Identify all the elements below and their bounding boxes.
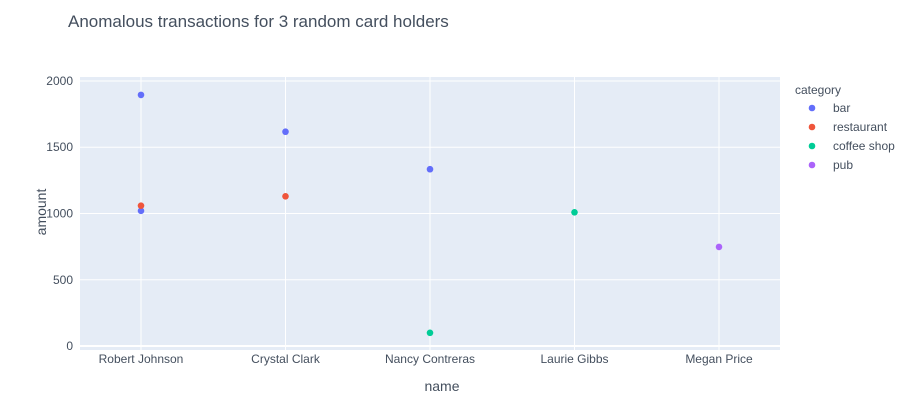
- x-tick-label: Laurie Gibbs: [540, 352, 608, 366]
- legend-marker: [808, 161, 816, 169]
- legend-items: bar restaurant coffee shop pub: [808, 101, 895, 172]
- legend-label[interactable]: restaurant: [833, 120, 888, 134]
- chart-title: Anomalous transactions for 3 random card…: [68, 12, 449, 31]
- data-point-bar[interactable]: [137, 91, 145, 99]
- data-point-bar[interactable]: [137, 207, 145, 215]
- y-tick-label: 1500: [46, 140, 73, 154]
- x-tick-label: Crystal Clark: [251, 352, 321, 366]
- data-points: [137, 91, 723, 337]
- x-axis-title: name: [424, 378, 459, 394]
- data-point-restaurant[interactable]: [282, 192, 289, 200]
- legend-marker: [808, 123, 816, 131]
- y-tick-label: 0: [66, 339, 73, 353]
- legend-label[interactable]: coffee shop: [833, 139, 895, 153]
- data-point-coffee-shop[interactable]: [426, 329, 434, 337]
- x-tick-label: Robert Johnson: [99, 352, 184, 366]
- legend-label[interactable]: pub: [833, 158, 853, 172]
- legend: category bar restaurant coffee shop pub: [795, 83, 895, 172]
- data-point-coffee-shop[interactable]: [571, 209, 578, 216]
- data-point-restaurant[interactable]: [137, 202, 145, 209]
- x-tick-label: Megan Price: [685, 352, 753, 366]
- y-tick-label: 500: [53, 273, 73, 287]
- grid-lines: [80, 77, 780, 350]
- y-axis-ticks: 0 500 1000 1500 2000: [46, 74, 73, 353]
- legend-marker: [808, 142, 816, 150]
- data-point-bar[interactable]: [282, 128, 289, 136]
- data-point-bar[interactable]: [426, 165, 434, 173]
- legend-marker: [808, 104, 816, 112]
- y-axis-title: amount: [33, 189, 49, 236]
- x-tick-label: Nancy Contreras: [385, 352, 475, 366]
- y-tick-label: 2000: [46, 74, 73, 88]
- x-axis-ticks: Robert Johnson Crystal Clark Nancy Contrer…: [99, 352, 753, 366]
- legend-title: category: [795, 83, 841, 97]
- data-point-pub[interactable]: [715, 243, 723, 251]
- legend-label[interactable]: bar: [833, 101, 850, 115]
- y-tick-label: 1000: [46, 207, 73, 221]
